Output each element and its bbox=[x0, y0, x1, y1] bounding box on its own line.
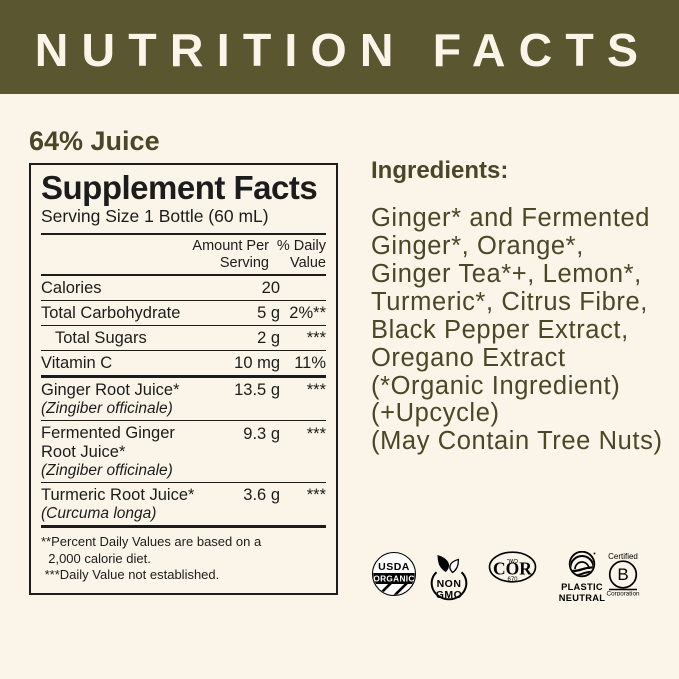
svg-text:Corporation: Corporation bbox=[607, 591, 640, 597]
svg-text:670: 670 bbox=[507, 577, 518, 583]
svg-text:COR: COR bbox=[493, 559, 532, 579]
svg-text:NEUTRAL: NEUTRAL bbox=[559, 593, 606, 603]
svg-text:B: B bbox=[617, 565, 628, 584]
svg-text:ORGANIC: ORGANIC bbox=[373, 573, 414, 583]
svg-text:USDA: USDA bbox=[378, 561, 410, 573]
svg-text:GMO: GMO bbox=[436, 589, 463, 601]
svg-text:Certified: Certified bbox=[608, 552, 638, 561]
svg-text:PLASTIC: PLASTIC bbox=[561, 582, 603, 592]
